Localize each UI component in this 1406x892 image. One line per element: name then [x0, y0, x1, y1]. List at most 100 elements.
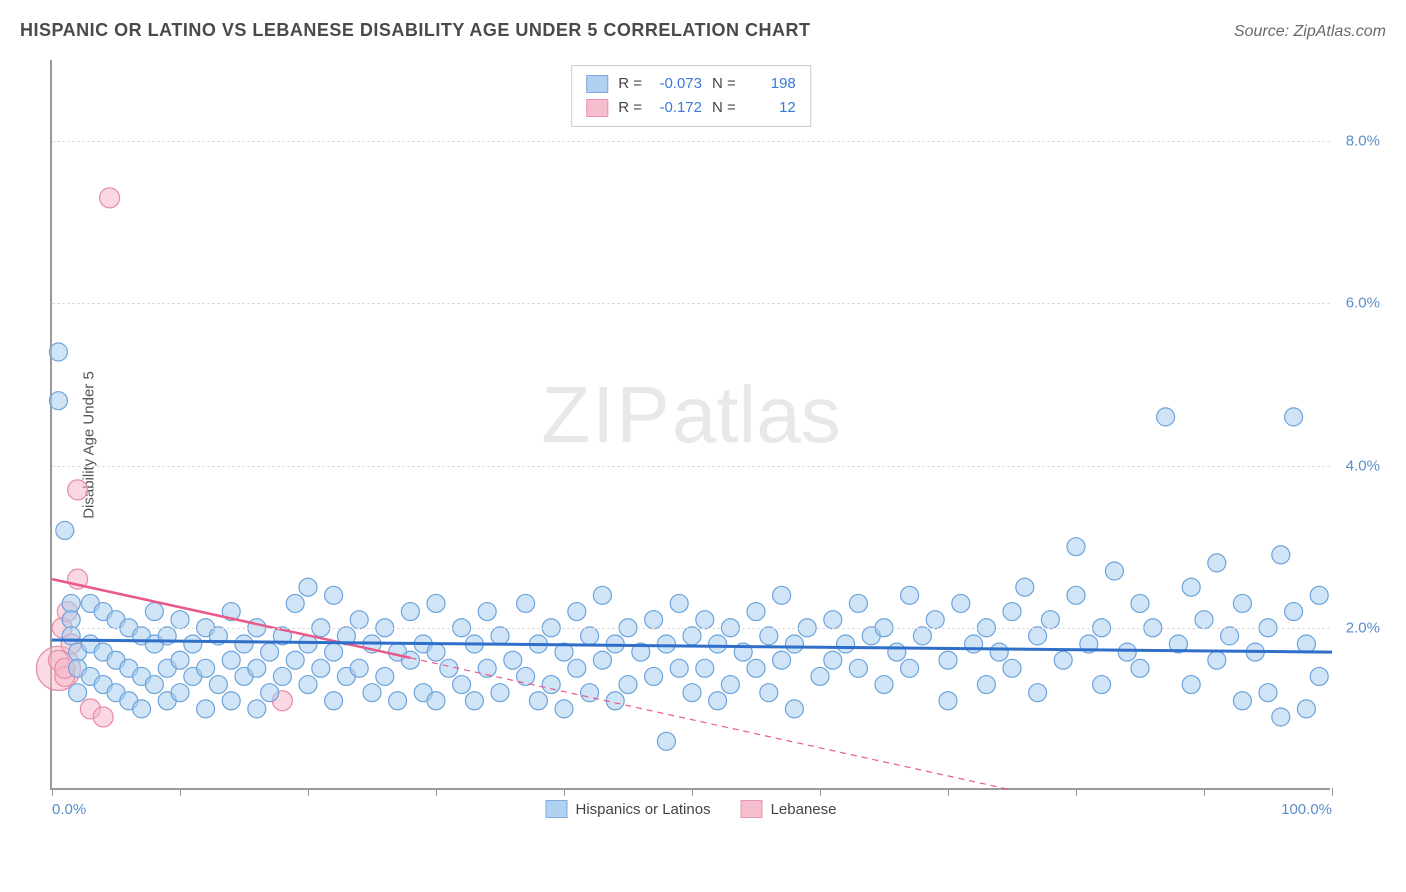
legend-series: Hispanics or Latinos Lebanese [546, 800, 837, 818]
legend-label-hispanic: Hispanics or Latinos [576, 801, 711, 818]
x-tick [1076, 788, 1077, 796]
data-point [401, 603, 419, 621]
data-point [1003, 603, 1021, 621]
data-point [977, 676, 995, 694]
data-point [1310, 586, 1328, 604]
data-point [888, 643, 906, 661]
data-point [1259, 684, 1277, 702]
data-point [913, 627, 931, 645]
data-point [376, 667, 394, 685]
data-point [721, 676, 739, 694]
data-point [1285, 603, 1303, 621]
legend-stats: R = -0.073 N = 198 R = -0.172 N = 12 [571, 65, 811, 127]
data-point [261, 643, 279, 661]
legend-item-lebanese: Lebanese [741, 800, 837, 818]
data-point [312, 659, 330, 677]
data-point [849, 594, 867, 612]
data-point [606, 692, 624, 710]
data-point [824, 611, 842, 629]
data-point [645, 611, 663, 629]
data-point [670, 594, 688, 612]
gridline [52, 466, 1330, 467]
regression-line-extrapolated [410, 658, 1012, 790]
data-point [184, 635, 202, 653]
data-point [491, 627, 509, 645]
legend-swatch-hispanic-2 [546, 800, 568, 818]
legend-swatch-lebanese-2 [741, 800, 763, 818]
data-point [68, 480, 88, 500]
data-point [1029, 627, 1047, 645]
x-tick [692, 788, 693, 796]
x-tick [1332, 788, 1333, 796]
data-point [1157, 408, 1175, 426]
data-point [593, 651, 611, 669]
data-point [1297, 700, 1315, 718]
data-point [197, 659, 215, 677]
data-point [1054, 651, 1072, 669]
data-point [49, 392, 67, 410]
data-point [325, 692, 343, 710]
x-tick [52, 788, 53, 796]
n-label: N = [712, 72, 736, 96]
data-point [785, 635, 803, 653]
y-tick-label: 2.0% [1335, 619, 1380, 636]
data-point [1208, 651, 1226, 669]
data-point [261, 684, 279, 702]
x-tick-label: 0.0% [52, 801, 86, 818]
data-point [542, 676, 560, 694]
data-point [568, 659, 586, 677]
data-point [145, 603, 163, 621]
data-point [517, 594, 535, 612]
data-point [299, 578, 317, 596]
data-point [1182, 578, 1200, 596]
x-tick [1204, 788, 1205, 796]
data-point [645, 667, 663, 685]
data-point [657, 732, 675, 750]
data-point [555, 700, 573, 718]
data-point [785, 700, 803, 718]
data-point [824, 651, 842, 669]
data-point [952, 594, 970, 612]
legend-swatch-hispanic [586, 75, 608, 93]
data-point [1272, 708, 1290, 726]
data-point [49, 343, 67, 361]
chart-container: Disability Age Under 5 ZIPatlas R = -0.0… [50, 60, 1370, 830]
x-tick [180, 788, 181, 796]
data-point [62, 611, 80, 629]
r-label: R = [618, 72, 642, 96]
n-val-hispanic: 198 [746, 72, 796, 96]
x-tick-label: 100.0% [1281, 801, 1332, 818]
data-point [760, 627, 778, 645]
data-point [69, 684, 87, 702]
data-point [222, 651, 240, 669]
data-point [401, 651, 419, 669]
data-point [1067, 586, 1085, 604]
data-point [593, 586, 611, 604]
y-tick-label: 4.0% [1335, 457, 1380, 474]
plot-svg [52, 60, 1330, 788]
data-point [875, 676, 893, 694]
data-point [965, 635, 983, 653]
legend-label-lebanese: Lebanese [771, 801, 837, 818]
data-point [1118, 643, 1136, 661]
data-point [1285, 408, 1303, 426]
data-point [1131, 659, 1149, 677]
data-point [209, 676, 227, 694]
gridline [52, 628, 1330, 629]
data-point [1131, 594, 1149, 612]
data-point [657, 635, 675, 653]
data-point [145, 676, 163, 694]
data-point [62, 594, 80, 612]
data-point [235, 635, 253, 653]
data-point [747, 603, 765, 621]
data-point [325, 586, 343, 604]
r-val-hispanic: -0.073 [652, 72, 702, 96]
data-point [1029, 684, 1047, 702]
data-point [709, 635, 727, 653]
data-point [581, 627, 599, 645]
y-tick-label: 8.0% [1335, 133, 1380, 150]
data-point [747, 659, 765, 677]
plot-area: ZIPatlas R = -0.073 N = 198 R = -0.172 N… [50, 60, 1330, 790]
data-point [1221, 627, 1239, 645]
data-point [427, 594, 445, 612]
